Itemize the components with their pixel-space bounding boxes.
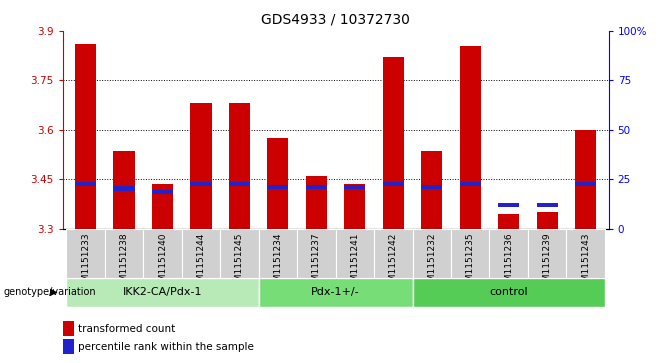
Bar (152, 184, 173, 229)
Bar (75, 182, 96, 186)
Bar (575, 182, 596, 186)
Bar (229, 182, 250, 186)
Bar (229, 103, 250, 229)
Bar (306, 176, 327, 229)
Text: GSM1151242: GSM1151242 (389, 233, 398, 293)
Bar (413, 278, 605, 307)
Bar (344, 185, 365, 189)
Bar (297, 229, 336, 278)
Bar (259, 278, 413, 307)
Bar (66, 278, 259, 307)
Bar (75, 44, 96, 229)
Text: GSM1151244: GSM1151244 (197, 233, 205, 293)
Bar (105, 229, 143, 278)
Text: Pdx-1+/-: Pdx-1+/- (311, 287, 360, 297)
Text: GSM1151237: GSM1151237 (312, 233, 321, 293)
Bar (498, 203, 519, 207)
Text: GSM1151241: GSM1151241 (350, 233, 359, 293)
Bar (267, 138, 288, 229)
Bar (421, 151, 442, 229)
Bar (152, 190, 173, 194)
Bar (528, 229, 567, 278)
Bar (113, 151, 135, 229)
Bar (143, 229, 182, 278)
Bar (306, 185, 327, 189)
Text: GSM1151234: GSM1151234 (273, 233, 282, 293)
Bar (259, 229, 297, 278)
Bar (220, 229, 259, 278)
Bar (460, 182, 481, 186)
Text: control: control (490, 287, 528, 297)
Bar (336, 229, 374, 278)
Bar (383, 182, 404, 186)
Text: transformed count: transformed count (78, 323, 176, 334)
Text: IKK2-CA/Pdx-1: IKK2-CA/Pdx-1 (123, 287, 202, 297)
Text: GSM1151240: GSM1151240 (158, 233, 167, 293)
Text: GSM1151235: GSM1151235 (466, 233, 474, 293)
Bar (460, 46, 481, 229)
Bar (536, 212, 558, 229)
Text: GSM1151245: GSM1151245 (235, 233, 244, 293)
Bar (575, 130, 596, 229)
Bar (421, 185, 442, 189)
Bar (190, 103, 211, 229)
Bar (536, 203, 558, 207)
Text: genotype/variation: genotype/variation (3, 287, 96, 297)
Text: GSM1151233: GSM1151233 (81, 233, 90, 293)
Text: ▶: ▶ (51, 287, 58, 297)
Bar (113, 187, 135, 191)
Text: GSM1151236: GSM1151236 (504, 233, 513, 293)
Bar (267, 185, 288, 189)
Text: percentile rank within the sample: percentile rank within the sample (78, 342, 254, 352)
Text: GSM1151232: GSM1151232 (427, 233, 436, 293)
Bar (182, 229, 220, 278)
Bar (190, 182, 211, 186)
Bar (383, 57, 404, 229)
Text: GSM1151238: GSM1151238 (120, 233, 128, 293)
Bar (490, 229, 528, 278)
Bar (344, 184, 365, 229)
Bar (451, 229, 490, 278)
Bar (498, 214, 519, 229)
Bar (66, 229, 105, 278)
Title: GDS4933 / 10372730: GDS4933 / 10372730 (261, 13, 410, 27)
Bar (374, 229, 413, 278)
Text: GSM1151239: GSM1151239 (543, 233, 551, 293)
Bar (413, 229, 451, 278)
Text: GSM1151243: GSM1151243 (581, 233, 590, 293)
Bar (567, 229, 605, 278)
